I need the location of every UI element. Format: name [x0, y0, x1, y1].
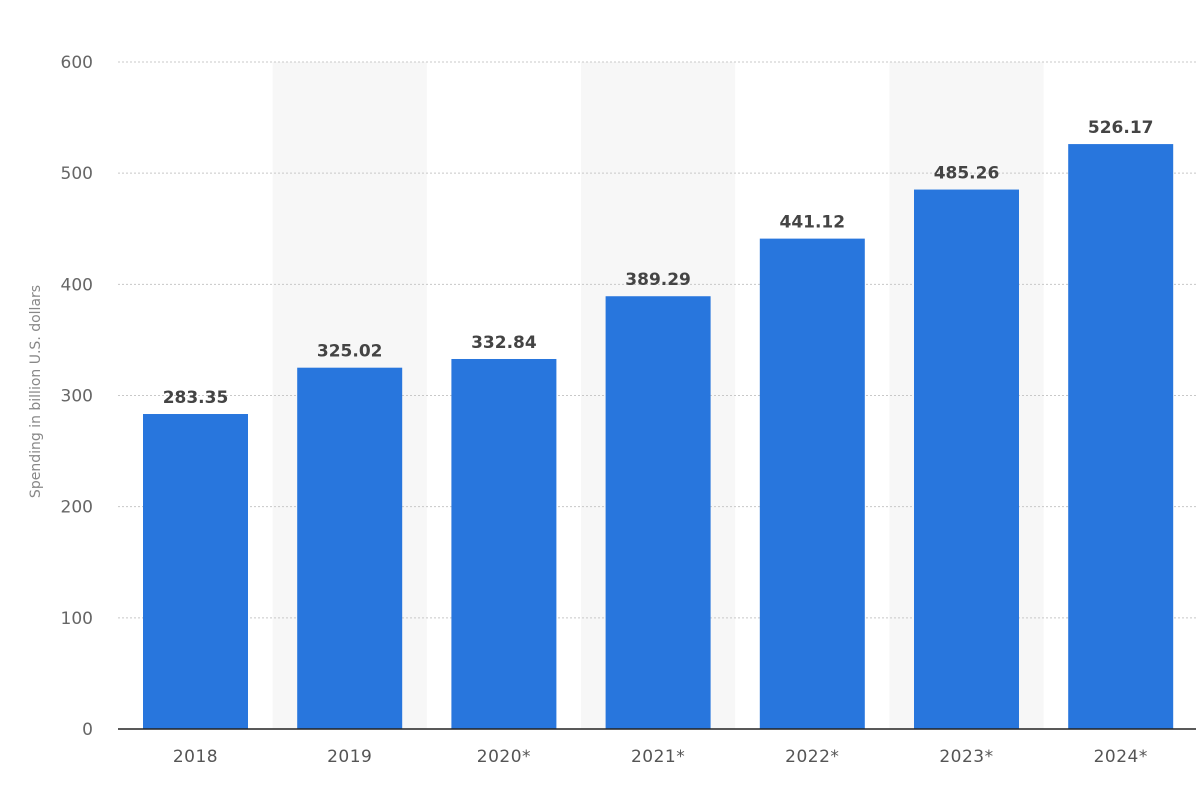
bar-2020*: [451, 358, 557, 729]
bar-2023*: [914, 189, 1019, 730]
y-tick-0: 0: [82, 720, 93, 740]
value-label-2023*: 485.26: [934, 164, 1000, 184]
y-tick-400: 400: [61, 275, 93, 295]
value-label-2022*: 441.12: [779, 213, 845, 233]
y-axis-title: Spending in billion U.S. dollars: [28, 285, 44, 498]
bar-2018: [143, 414, 248, 729]
value-label-2018: 283.35: [163, 388, 229, 408]
value-label-2019: 325.02: [317, 342, 383, 362]
y-tick-300: 300: [61, 387, 93, 407]
value-label-2021*: 389.29: [625, 270, 691, 290]
x-tick-2022*: 2022*: [785, 747, 839, 767]
bar-2022*: [759, 238, 865, 730]
y-tick-500: 500: [61, 164, 93, 184]
x-tick-2019: 2019: [327, 747, 372, 767]
value-label-2020*: 332.84: [471, 333, 537, 353]
y-tick-600: 600: [61, 53, 93, 73]
y-axis-tick-labels: 0 100 200 300 400 500 600: [61, 53, 93, 740]
x-tick-2018: 2018: [173, 747, 218, 767]
y-tick-100: 100: [61, 609, 93, 629]
y-tick-200: 200: [61, 498, 93, 518]
bar-2019: [297, 367, 403, 729]
x-tick-2020*: 2020*: [477, 747, 531, 767]
x-tick-2023*: 2023*: [939, 747, 993, 767]
bar-2024*: [1068, 144, 1174, 730]
x-tick-2021*: 2021*: [631, 747, 685, 767]
x-axis-category-labels: 2018 2019 2020* 2021* 2022* 2023* 2024*: [173, 747, 1148, 767]
value-label-2024*: 526.17: [1088, 118, 1154, 138]
bar-value-labels: 283.35 325.02 332.84 389.29 441.12 485.26 526.…: [163, 118, 1154, 408]
bars: [143, 144, 1174, 730]
x-tick-2024*: 2024*: [1094, 747, 1148, 767]
bar-2021*: [605, 296, 711, 729]
